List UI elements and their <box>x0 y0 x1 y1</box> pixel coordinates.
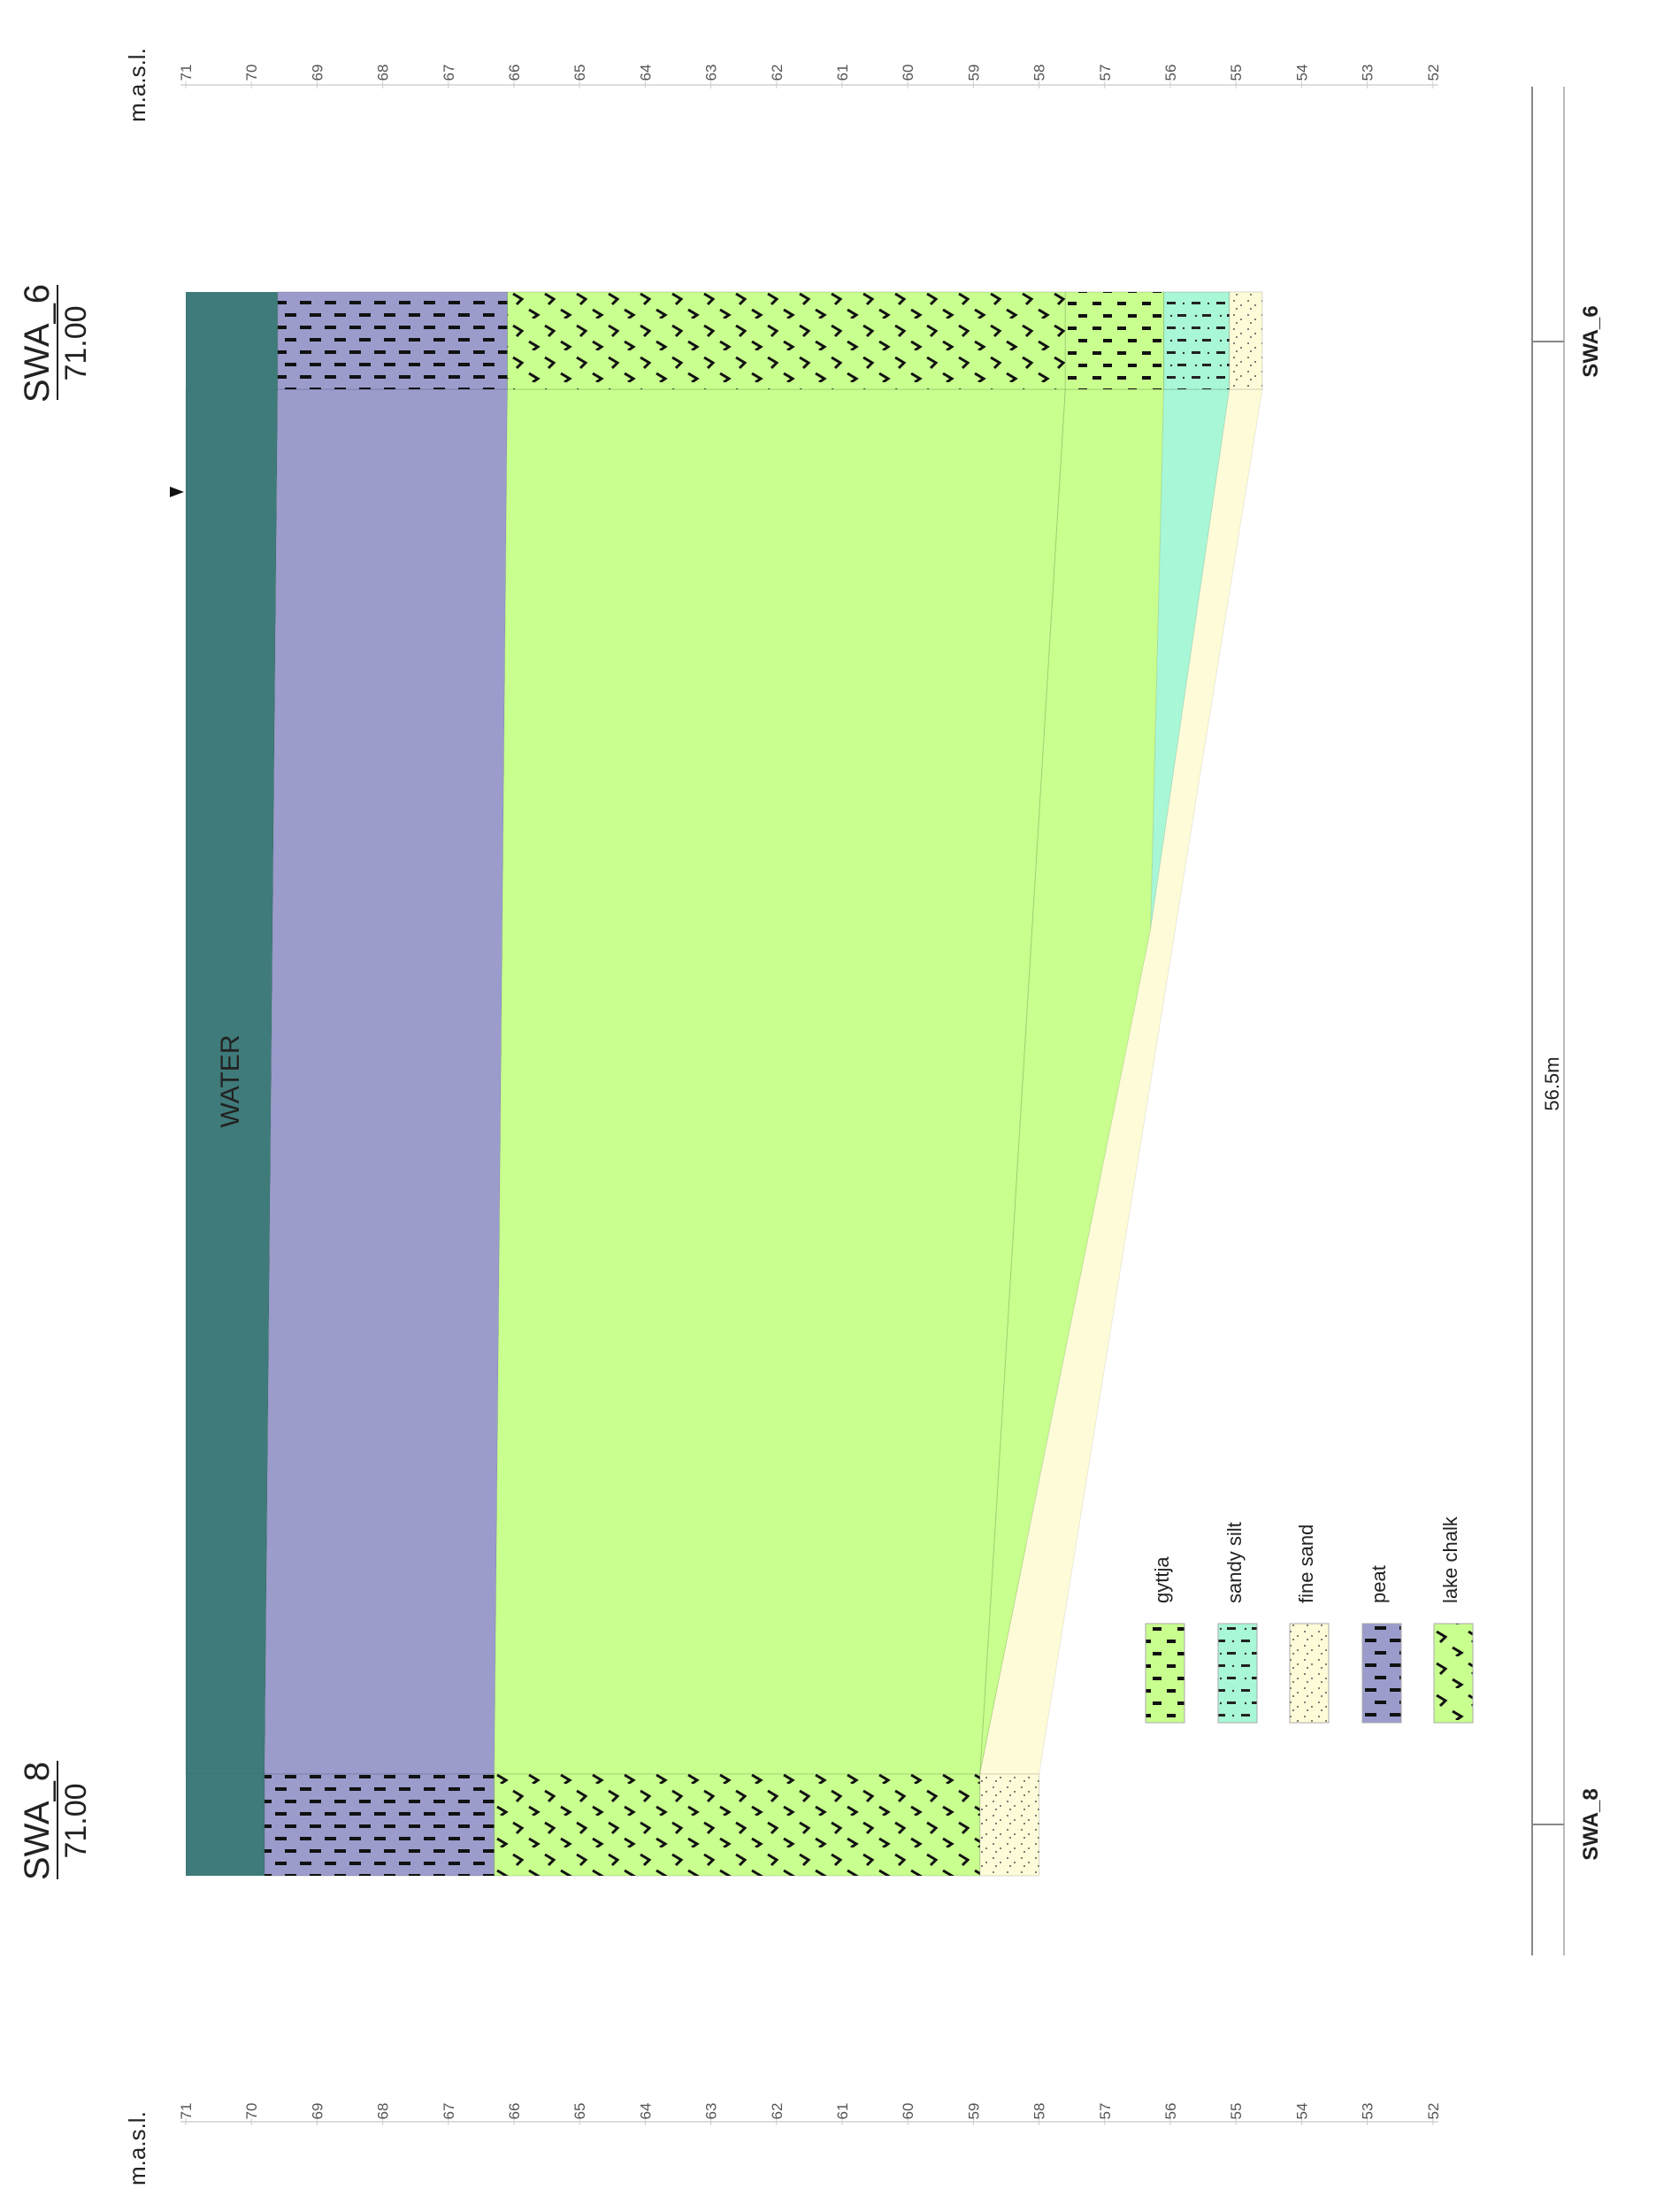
legend: gyttja sandy silt fine sand peat lake chalk <box>1145 1516 1474 1724</box>
swa6-lake-chalk <box>507 291 1066 390</box>
swa6-water <box>186 292 278 389</box>
legend-label-fine-sand: fine sand <box>1295 1525 1317 1603</box>
correlated-strata <box>185 388 1263 1775</box>
legend-label-peat: peat <box>1368 1565 1390 1603</box>
axis-tick-label: 61 <box>834 2103 851 2120</box>
interface-line <box>979 388 1066 1775</box>
axis-tick-label: 66 <box>506 2103 523 2120</box>
axis-tick-label: 62 <box>769 65 786 81</box>
legend-swatch-lake-chalk <box>1433 1623 1474 1724</box>
legend-label-lake-chalk: lake chalk <box>1439 1516 1461 1603</box>
axis-tick-label: 71 <box>178 2103 195 2120</box>
axis-tick-label: 64 <box>637 2103 654 2120</box>
borehole-column-swa8 <box>186 1773 1040 1877</box>
axis-tick-label: 67 <box>441 65 457 81</box>
axis-tick-label: 62 <box>769 2103 786 2120</box>
band-lake-chalk <box>494 388 1066 1775</box>
axis-tick-label: 60 <box>900 2103 916 2120</box>
swa6-peat <box>277 291 509 390</box>
axis-unit-label-top: m.a.s.l. <box>124 48 150 122</box>
axis-unit-label-bottom: m.a.s.l. <box>124 2111 150 2185</box>
axis-tick-label: 55 <box>1228 2103 1245 2120</box>
borehole-column-swa6 <box>186 291 1263 390</box>
well-elevation-swa8: 71.00 <box>59 1783 93 1858</box>
section-label-swa6: SWA_6 <box>1579 305 1603 377</box>
axis-tick-label: 54 <box>1293 2103 1310 2120</box>
elevation-axis-top: 71 70 69 68 67 66 65 64 63 62 61 60 59 58 57 56 55 54 53 52 <box>178 65 1442 88</box>
legend-label-gyttja: gyttja <box>1151 1556 1173 1603</box>
axis-tick-label: 68 <box>375 2103 392 2120</box>
axis-tick-label: 54 <box>1293 65 1310 81</box>
well-header-swa8: SWA_8 71.00 <box>18 1761 93 1880</box>
section-label-swa8: SWA_8 <box>1579 1788 1603 1860</box>
water-label: WATER <box>216 1035 245 1128</box>
band-peat <box>264 388 509 1775</box>
axis-tick-label: 66 <box>506 65 523 81</box>
swa8-lake-chalk <box>494 1773 981 1877</box>
axis-tick-label: 57 <box>1097 2103 1114 2120</box>
axis-tick-label: 60 <box>900 65 916 81</box>
axis-tick-label: 53 <box>1360 65 1376 81</box>
axis-tick-label: 52 <box>1425 65 1442 81</box>
elevation-axis-bottom: 71 70 69 68 67 66 65 64 63 62 61 60 59 58 57 56 55 54 53 52 <box>178 2103 1442 2125</box>
axis-tick-label: 63 <box>703 2103 720 2120</box>
axis-tick-label: 55 <box>1228 65 1245 81</box>
legend-swatch-sandy-silt <box>1217 1623 1258 1724</box>
axis-tick-label: 52 <box>1425 2103 1442 2120</box>
axis-tick-label: 56 <box>1162 65 1179 81</box>
axis-tick-label: 69 <box>309 65 326 81</box>
axis-tick-label: 71 <box>178 65 195 81</box>
legend-swatch-gyttja <box>1145 1623 1185 1724</box>
axis-tick-label: 68 <box>375 65 392 81</box>
axis-tick-label: 70 <box>243 65 260 81</box>
swa8-peat <box>264 1773 495 1877</box>
axis-tick-label: 65 <box>571 2103 588 2120</box>
swa8-fine-sand <box>979 1773 1040 1877</box>
axis-tick-label: 59 <box>965 65 982 81</box>
swa8-water <box>186 1774 265 1876</box>
axis-tick-label: 59 <box>965 2103 982 2120</box>
axis-tick-label: 53 <box>1360 2103 1376 2120</box>
axis-tick-label: 61 <box>834 65 851 81</box>
well-name-swa6: SWA_6 <box>18 284 57 403</box>
distance-label: 56.5m <box>1541 1056 1563 1110</box>
legend-swatch-fine-sand <box>1289 1623 1330 1724</box>
axis-tick-label: 56 <box>1162 2103 1179 2120</box>
axis-tick-label: 67 <box>441 2103 457 2120</box>
well-name-swa8: SWA_8 <box>18 1762 57 1880</box>
section-scale: 56.5m SWA_6 SWA_8 <box>1531 87 1603 1955</box>
water-level-marker <box>170 487 184 497</box>
swa6-gyttja <box>1064 291 1165 390</box>
axis-tick-label: 65 <box>571 65 588 81</box>
swa6-fine-sand <box>1229 291 1263 390</box>
legend-label-sandy-silt: sandy silt <box>1223 1522 1246 1603</box>
axis-tick-label: 70 <box>243 2103 260 2120</box>
well-elevation-swa6: 71.00 <box>59 305 93 380</box>
axis-tick-label: 58 <box>1031 2103 1048 2120</box>
well-header-swa6: SWA_6 71.00 <box>18 284 93 403</box>
axis-tick-label: 63 <box>703 65 720 81</box>
axis-tick-label: 58 <box>1031 65 1048 81</box>
axis-tick-label: 69 <box>309 2103 326 2120</box>
axis-tick-label: 57 <box>1097 65 1114 81</box>
legend-swatch-peat <box>1361 1623 1402 1724</box>
axis-tick-label: 64 <box>637 65 654 81</box>
swa6-sandy-silt <box>1163 291 1230 390</box>
